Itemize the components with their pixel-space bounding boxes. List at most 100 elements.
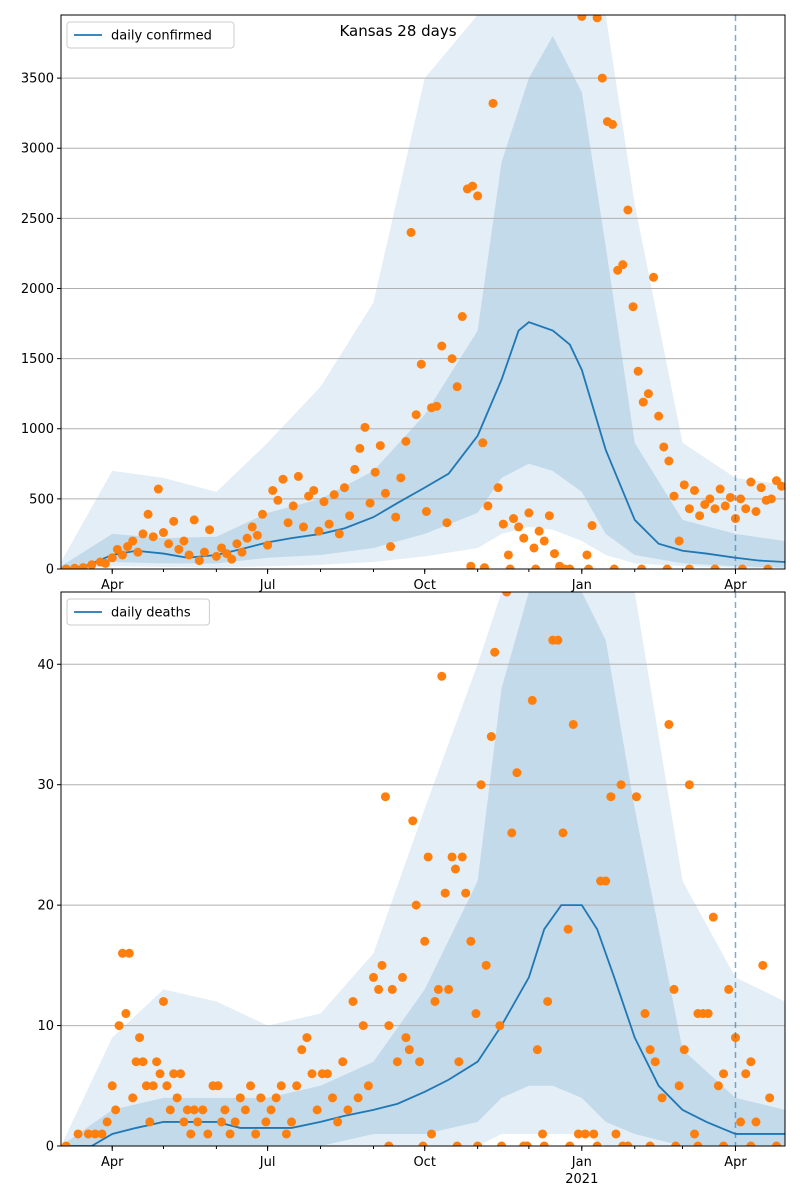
observed-point [193,1117,203,1127]
observed-point [454,1057,464,1067]
observed-point [628,302,638,312]
observed-point [713,1081,723,1091]
observed-point [512,768,522,778]
observed-point [70,563,80,569]
observed-point [633,366,643,376]
observed-point [343,1105,353,1115]
observed-point [452,382,462,392]
observed-point [457,312,467,322]
observed-point [169,1069,179,1079]
observed-point [358,1021,368,1031]
observed-point [406,227,416,237]
y-tick-label: 40 [37,658,54,673]
observed-point [447,852,457,862]
observed-point [654,411,664,421]
observed-point [725,492,735,502]
observed-point [90,1129,100,1139]
observed-point [194,556,204,566]
legend-box [66,598,210,626]
observed-point [623,205,633,215]
observed-point [558,828,568,838]
observed-point [401,436,411,446]
observed-point [117,948,127,958]
observed-point [256,1093,266,1103]
observed-point [503,550,513,560]
observed-point [478,438,488,448]
deaths-panel: 0 10 20 30 40 Apr Jul Oct Jan Apr daily deaths [37,591,786,1170]
observed-point [375,441,385,451]
observed-point [719,1069,729,1079]
y-tick-label: 2000 [21,282,54,297]
observed-point [246,1081,256,1091]
observed-point [543,996,553,1006]
observed-point [544,511,554,521]
observed-point [199,547,209,557]
observed-point [380,488,390,498]
observed-point [83,1129,93,1139]
observed-point [741,504,751,514]
observed-point [257,509,267,519]
observed-point [172,1093,182,1103]
observed-point [148,1081,158,1091]
observed-point [538,1129,548,1139]
observed-point [391,512,401,522]
observed-point [165,1105,175,1115]
observed-point [408,816,418,826]
observed-point [751,1117,761,1127]
observed-point [266,1105,276,1115]
observed-point [563,924,573,934]
x-tick-label: Jul [259,1155,276,1170]
observed-point [205,525,215,535]
observed-point [261,1117,271,1127]
observed-point [293,471,303,481]
axes-frame [60,591,786,1147]
observed-point [679,1045,689,1055]
observed-point [184,550,194,560]
observed-point [281,1129,291,1139]
observed-point [587,521,597,531]
observed-point [556,564,566,569]
observed-point [616,780,626,790]
inner-uncertainty-band [61,592,785,1146]
x-tick-label: Jan [571,1155,592,1170]
observed-point [664,719,674,729]
observed-point [370,467,380,477]
observed-point [473,1141,483,1146]
observed-point [573,1129,583,1139]
observed-point [580,1129,590,1139]
observed-point [418,1141,428,1146]
observed-point [715,484,725,494]
observed-point [440,888,450,898]
observed-point [645,1141,655,1146]
observed-point [278,474,288,484]
observed-point [539,536,549,546]
observed-point [565,1141,575,1146]
observed-point [437,671,447,681]
confirmed-panel: 0 500 1000 1500 2000 2500 3000 3500 Apr Jul Oct Jan… [21,14,786,593]
observed-point [669,984,679,994]
observed-point [601,876,611,886]
observed-point [483,501,493,511]
observed-point [158,996,168,1006]
observed-point [131,1057,141,1067]
observed-point [505,564,515,569]
observed-point [777,481,785,491]
observed-point [143,509,153,519]
y-tick-label: 3000 [21,142,54,157]
observed-point [227,554,237,564]
observed-point [771,1141,781,1146]
observed-point [334,529,344,539]
observed-point [461,888,471,898]
observed-point [235,1093,245,1103]
observed-point [553,635,563,645]
observed-point [232,539,242,549]
observed-point [705,494,715,504]
observed-point [737,564,747,569]
observed-point [230,1117,240,1127]
observed-point [345,511,355,521]
observed-point [189,515,199,525]
observed-point [242,533,252,543]
observed-point [114,1021,124,1031]
observed-point [158,528,168,538]
observed-point [649,272,659,282]
